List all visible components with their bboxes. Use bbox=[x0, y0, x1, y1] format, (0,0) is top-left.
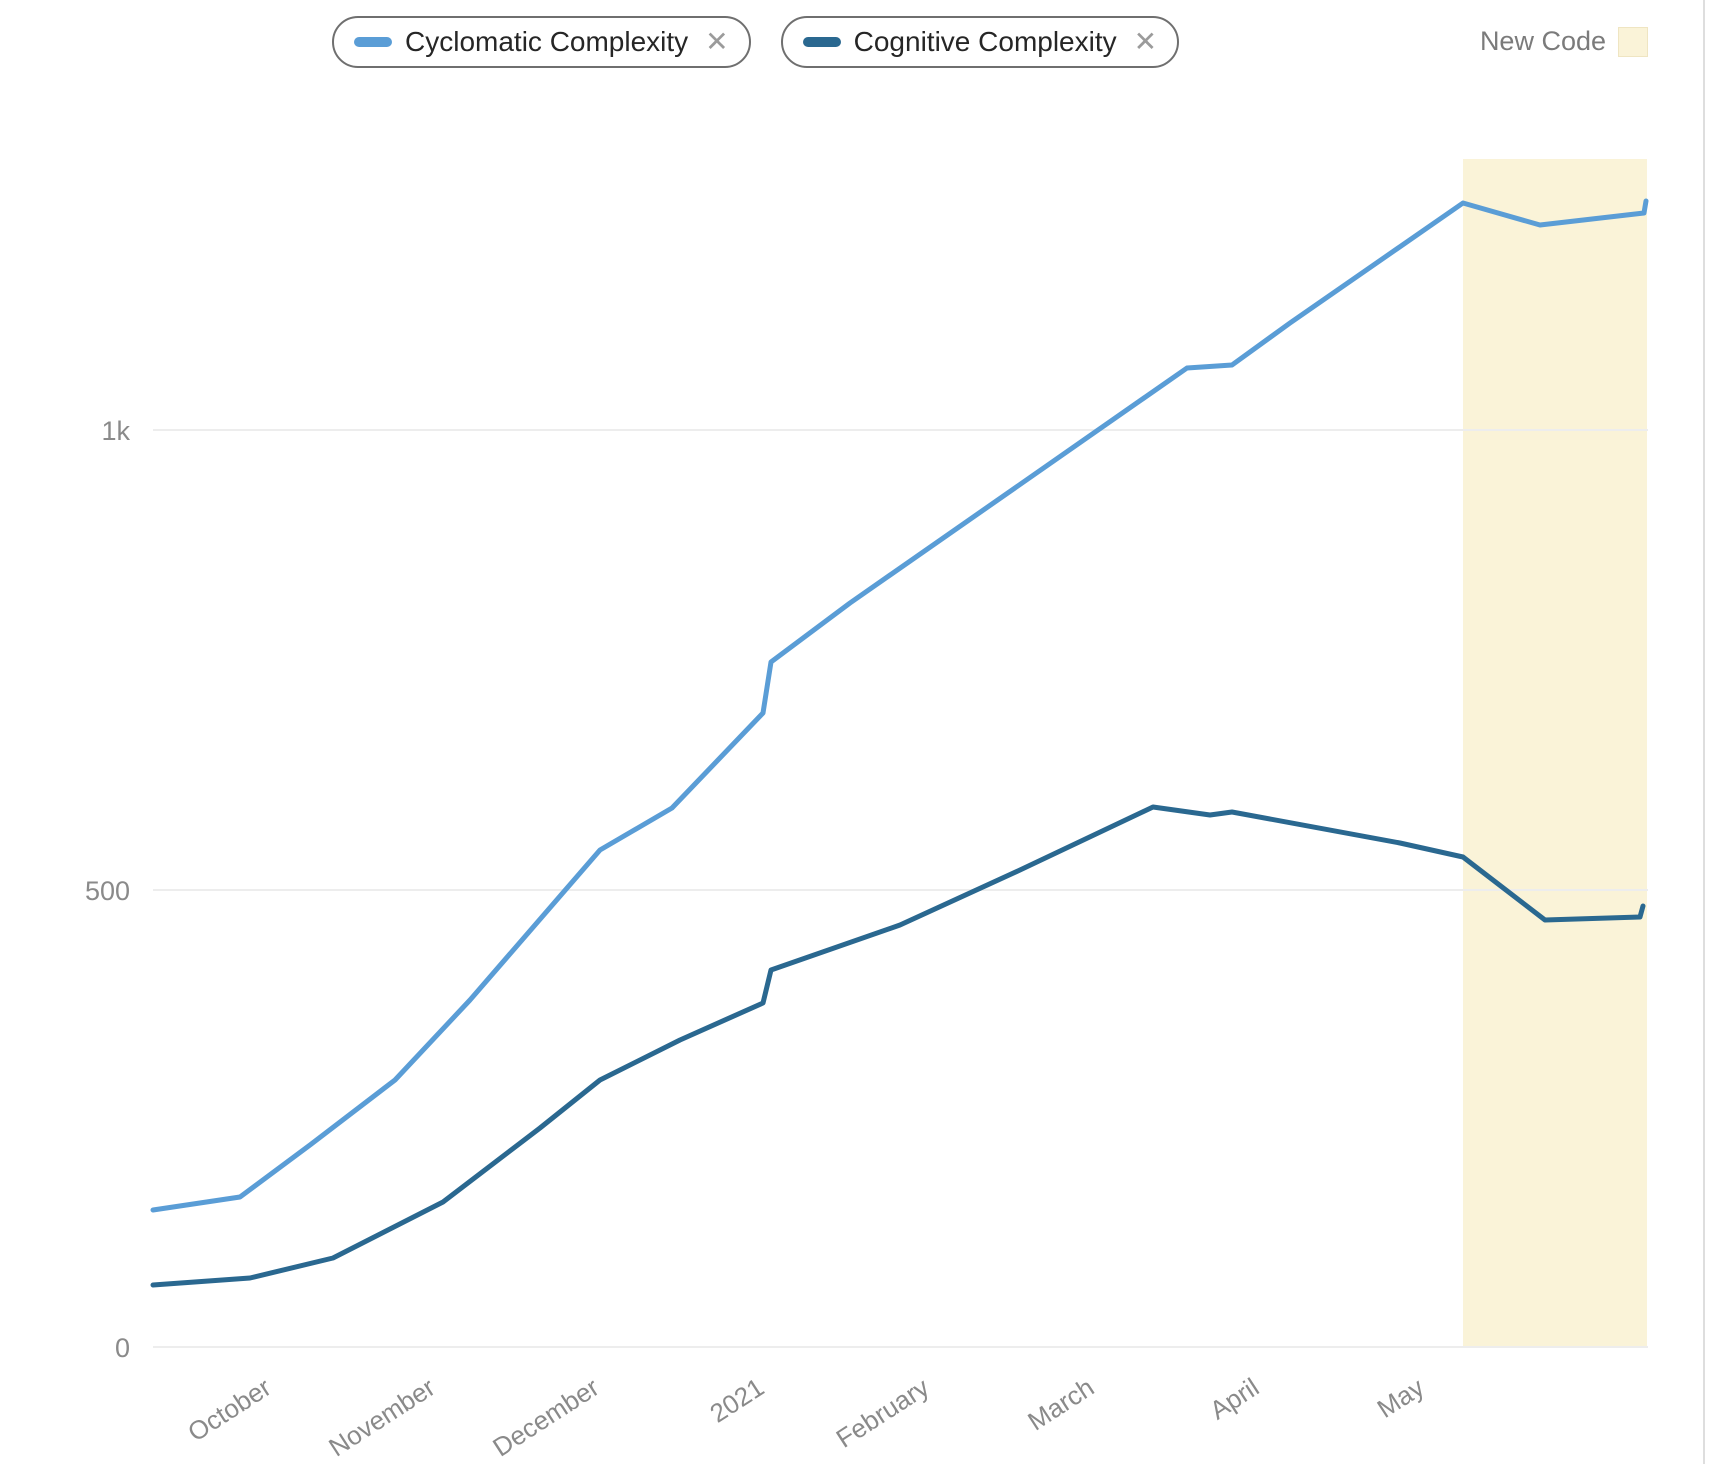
x-axis-label: May bbox=[1372, 1372, 1430, 1424]
new-code-swatch bbox=[1618, 26, 1648, 57]
series-color-dash-cyclomatic bbox=[354, 37, 392, 47]
remove-metric-cyclomatic-button[interactable]: ✕ bbox=[705, 26, 729, 57]
remove-metric-cognitive-button[interactable]: ✕ bbox=[1133, 26, 1158, 57]
new-code-label: New Code bbox=[1479, 26, 1606, 56]
legend-label-cognitive: Cognitive Complexity bbox=[853, 26, 1117, 57]
series-line-cognitive-complexity bbox=[150, 804, 1646, 1288]
legend-label-cyclomatic: Cyclomatic Complexity bbox=[405, 26, 689, 57]
x-axis-label: 2021 bbox=[704, 1372, 769, 1429]
x-axis-label: February bbox=[831, 1372, 935, 1454]
series-line-cyclomatic-complexity bbox=[150, 198, 1649, 1213]
legend-pill-cyclomatic: Cyclomatic Complexity ✕ bbox=[332, 16, 751, 68]
series-color-dash-cognitive bbox=[802, 37, 841, 47]
new-code-legend: New Code bbox=[1480, 26, 1648, 57]
y-axis-label: 1k bbox=[101, 416, 130, 446]
new-code-band bbox=[1463, 159, 1647, 1347]
y-axis-label: 0 bbox=[115, 1333, 130, 1363]
x-axis-label: March bbox=[1022, 1372, 1099, 1437]
y-axis-label: 500 bbox=[85, 876, 130, 906]
x-axis-label: October bbox=[182, 1372, 276, 1448]
x-axis-label: December bbox=[487, 1372, 604, 1463]
x-axis-label: November bbox=[323, 1372, 440, 1463]
x-axis-label: April bbox=[1204, 1372, 1264, 1425]
legend-pill-cognitive: Cognitive Complexity ✕ bbox=[780, 16, 1180, 68]
legend: Cyclomatic Complexity ✕ Cognitive Comple… bbox=[332, 16, 1180, 68]
page-divider bbox=[1703, 0, 1705, 1464]
